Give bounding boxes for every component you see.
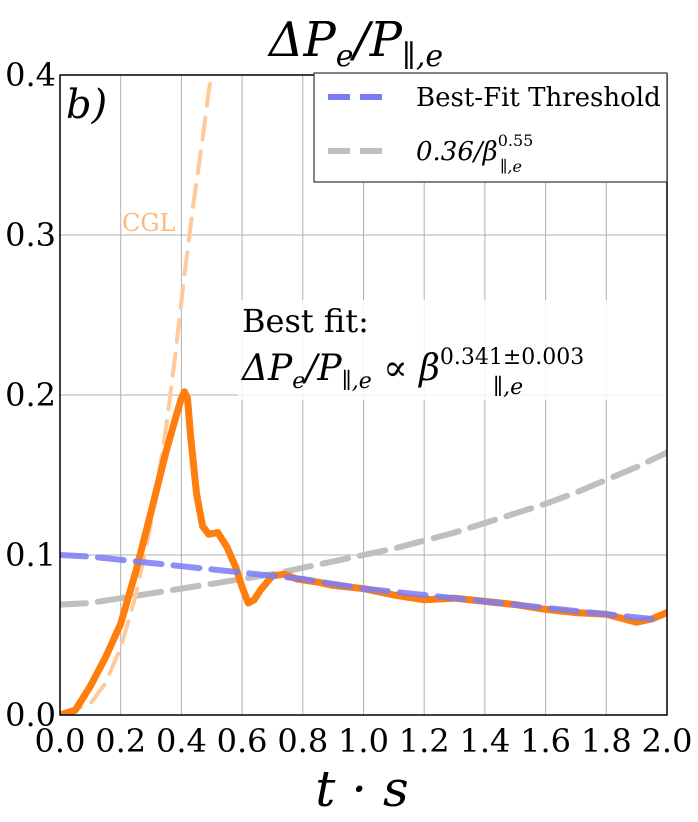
y-tick-label: 0.3 [5,216,56,254]
chart-title: ΔPe/P∥,e [267,12,443,74]
legend-label-power-law: 0.36/β0.55 [416,131,533,167]
legend-label-best-fit: Best-Fit Threshold [416,83,661,113]
series-layer [60,75,667,715]
fit-annotation-line1: Best fit: [242,302,369,340]
y-tick-label: 0.0 [5,696,56,734]
x-tick-label: 0.8 [277,722,328,760]
series-best-fit-line [60,552,655,622]
y-tick-label: 0.4 [5,56,56,94]
fit-annotation-bg [238,300,666,400]
x-tick-label: 0.6 [217,722,268,760]
x-tick-label: 1.2 [399,722,450,760]
series-cgl-line [60,75,214,715]
y-tick-label: 0.1 [5,536,56,574]
x-tick-label: 2.0 [642,722,693,760]
fit-annotation-beta-sub: ∥,e [493,375,523,400]
x-tick-label: 0.2 [95,722,146,760]
fit-annotation-line2: ΔPe/P∥,e ∝ β0.341±0.003 [240,345,584,394]
legend-box [313,72,668,183]
x-axis-label: t · s [315,760,408,818]
legend-label-power-law-sub: ∥,e [500,157,522,176]
cgl-label: CGL [122,209,176,237]
x-tick-label: 1.6 [520,722,571,760]
x-tick-label: 1.8 [581,722,632,760]
series-power-law-line [60,449,667,608]
legend: Best-Fit Threshold 0.36/β0.55 ∥,e [313,72,668,183]
x-tick-label: 1.0 [338,722,389,760]
x-tick-label: 0.0 [35,722,86,760]
tick-labels: 0.0 0.2 0.4 0.6 0.8 1.0 1.2 1.4 1.6 1.8 2.00.00.10… [5,56,692,760]
panel-label: b) [66,82,107,128]
x-tick-label: 0.4 [156,722,207,760]
x-tick-label: 1.4 [459,722,510,760]
y-tick-label: 0.2 [5,376,56,414]
